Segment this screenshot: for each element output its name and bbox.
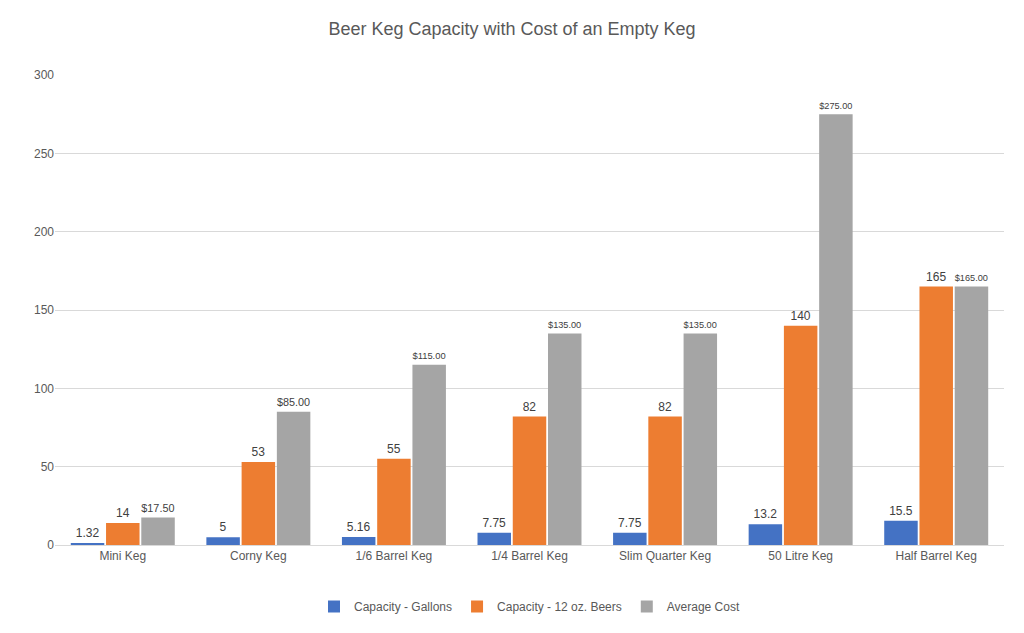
svg-text:$135.00: $135.00 <box>548 320 581 330</box>
svg-text:5.16: 5.16 <box>347 520 371 534</box>
svg-text:150: 150 <box>34 303 54 317</box>
svg-text:$275.00: $275.00 <box>819 101 852 111</box>
svg-text:300: 300 <box>34 68 54 82</box>
svg-text:82: 82 <box>658 400 672 414</box>
svg-text:$115.00: $115.00 <box>412 351 445 361</box>
svg-text:5: 5 <box>220 520 227 534</box>
svg-text:0: 0 <box>47 538 54 552</box>
svg-text:140: 140 <box>790 309 810 323</box>
svg-text:Capacity - Gallons: Capacity - Gallons <box>354 600 452 614</box>
svg-text:250: 250 <box>34 147 54 161</box>
svg-text:Capacity - 12 oz. Beers: Capacity - 12 oz. Beers <box>497 600 622 614</box>
svg-text:1/4 Barrel Keg: 1/4 Barrel Keg <box>491 549 568 563</box>
svg-text:15.5: 15.5 <box>889 504 913 518</box>
svg-text:Corny Keg: Corny Keg <box>230 549 287 563</box>
svg-text:Slim Quarter Keg: Slim Quarter Keg <box>619 549 711 563</box>
svg-text:7.75: 7.75 <box>618 516 642 530</box>
svg-text:Beer Keg Capacity with Cost of: Beer Keg Capacity with Cost of an Empty … <box>328 19 695 39</box>
svg-text:$85.00: $85.00 <box>277 396 310 408</box>
svg-text:Mini Keg: Mini Keg <box>99 549 146 563</box>
svg-text:82: 82 <box>523 400 537 414</box>
svg-text:50 Litre Keg: 50 Litre Keg <box>768 549 833 563</box>
svg-text:7.75: 7.75 <box>482 516 506 530</box>
svg-text:Average Cost: Average Cost <box>667 600 740 614</box>
svg-text:$165.00: $165.00 <box>955 273 988 283</box>
svg-text:14: 14 <box>116 506 130 520</box>
svg-text:Half Barrel Keg: Half Barrel Keg <box>896 549 977 563</box>
svg-text:13.2: 13.2 <box>754 507 778 521</box>
svg-text:55: 55 <box>387 442 401 456</box>
svg-text:50: 50 <box>41 460 55 474</box>
svg-text:200: 200 <box>34 225 54 239</box>
svg-text:1.32: 1.32 <box>76 526 100 540</box>
svg-text:$135.00: $135.00 <box>684 320 717 330</box>
svg-text:$17.50: $17.50 <box>141 502 174 514</box>
svg-text:53: 53 <box>252 445 266 459</box>
svg-text:1/6 Barrel Keg: 1/6 Barrel Keg <box>356 549 433 563</box>
svg-text:100: 100 <box>34 382 54 396</box>
svg-text:165: 165 <box>926 270 946 284</box>
